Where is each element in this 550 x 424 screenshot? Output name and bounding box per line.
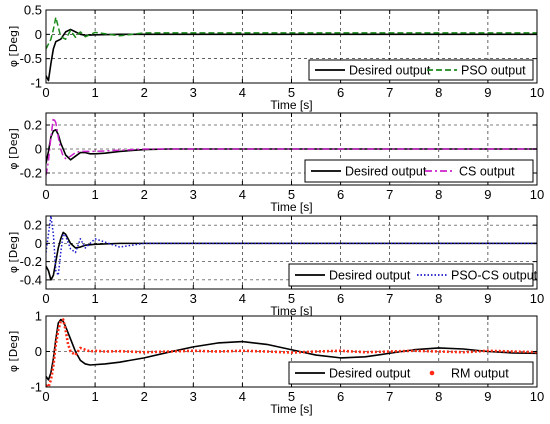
y-tick-label: -1 [30, 76, 42, 91]
x-tick-label: 2 [141, 85, 148, 100]
x-tick-label: 7 [386, 291, 393, 306]
x-axis-label: Time [s] [270, 200, 312, 214]
x-tick-label: 7 [386, 85, 393, 100]
chart-panel-3: 0 1 2 3 4 5 6 7 8 9 10 -0.4 -0.2 0 0.2 Time [s] φ [Deg] D… [7, 215, 544, 318]
y-axis-label: φ [Deg] [7, 26, 20, 68]
x-tick-label: 0 [42, 85, 49, 100]
x-tick-label: 10 [530, 291, 544, 306]
y-tick-label: 1 [35, 309, 42, 324]
series-line-2 [46, 117, 537, 176]
y-tick-label: 0.2 [24, 118, 42, 133]
x-tick-label: 6 [337, 389, 344, 404]
x-tick-label: 8 [435, 187, 442, 202]
x-tick-label: 1 [91, 389, 98, 404]
x-tick-label: 6 [337, 187, 344, 202]
legend-box [288, 361, 534, 385]
legend-label: Desired output [329, 269, 411, 283]
legend-label: Desired output [329, 367, 411, 381]
x-tick-label: 2 [141, 187, 148, 202]
x-tick-label: 10 [530, 85, 544, 100]
series-group [46, 117, 537, 176]
series-group [46, 318, 537, 387]
x-tick-label: 6 [337, 291, 344, 306]
y-tick-label: -0.2 [20, 254, 42, 269]
x-tick-label: 3 [190, 85, 197, 100]
legend: Desired output PSO-CS output [288, 263, 538, 287]
y-tick-label: 0.2 [24, 218, 42, 233]
series-group [46, 216, 537, 281]
x-tick-label: 1 [91, 291, 98, 306]
y-tick-label: 0 [35, 142, 42, 157]
y-axis-label: φ [Deg] [7, 232, 20, 274]
x-tick-label: 7 [386, 187, 393, 202]
x-tick-label: 0 [42, 291, 49, 306]
x-tick-label: 10 [530, 187, 544, 202]
x-tick-label: 5 [288, 291, 295, 306]
x-tick-label: 8 [435, 389, 442, 404]
y-tick-label: 0 [35, 344, 42, 359]
chart-panel-1: 0 1 2 3 4 5 6 7 8 9 10 -1 -0.5 0 0.5 Time [s] φ [Deg] Des… [7, 3, 544, 113]
y-tick-label: -0.2 [20, 166, 42, 181]
x-axis-label: Time [s] [270, 98, 312, 112]
x-tick-label: 1 [91, 85, 98, 100]
x-tick-label: 5 [288, 389, 295, 404]
x-tick-label: 0 [42, 389, 49, 404]
x-tick-label: 2 [141, 291, 148, 306]
x-tick-label: 2 [141, 389, 148, 404]
x-tick-label: 9 [484, 187, 491, 202]
series-line-1 [46, 28, 537, 82]
legend-box [304, 159, 534, 183]
legend-label: CS output [459, 165, 515, 179]
y-tick-label: -0.5 [20, 51, 42, 66]
x-axis-label: Time [s] [270, 402, 312, 416]
x-tick-label: 5 [288, 187, 295, 202]
x-tick-label: 3 [190, 389, 197, 404]
x-axis-label: Time [s] [270, 304, 312, 318]
x-tick-label: 4 [239, 85, 246, 100]
legend: Desired output RM output [288, 361, 534, 385]
legend-box [288, 263, 534, 287]
x-tick-label: 3 [190, 187, 197, 202]
x-tick-label: 9 [484, 291, 491, 306]
y-axis-label: φ [Deg] [7, 128, 20, 170]
series-line-2 [46, 318, 537, 387]
x-tick-label: 5 [288, 85, 295, 100]
legend: Desired output CS output [304, 159, 534, 183]
x-tick-label: 4 [239, 291, 246, 306]
y-axis-label: φ [Deg] [7, 331, 20, 373]
x-tick-label: 4 [239, 187, 246, 202]
legend-label: Desired output [349, 64, 431, 78]
legend-box [308, 59, 534, 81]
legend-label: Desired output [345, 165, 427, 179]
x-tick-label: 4 [239, 389, 246, 404]
x-tick-label: 0 [42, 187, 49, 202]
x-tick-label: 6 [337, 85, 344, 100]
x-tick-label: 9 [484, 389, 491, 404]
x-tick-label: 8 [435, 291, 442, 306]
y-tick-label: 0.5 [24, 3, 42, 18]
legend-label: PSO output [461, 64, 526, 78]
x-tick-label: 8 [435, 85, 442, 100]
x-tick-label: 7 [386, 389, 393, 404]
legend-label: PSO-CS output [451, 269, 538, 283]
x-tick-label: 1 [91, 187, 98, 202]
y-tick-label: -1 [30, 380, 42, 395]
legend: Desired output PSO output [308, 59, 534, 81]
legend-marker [429, 370, 435, 376]
x-tick-label: 9 [484, 85, 491, 100]
series-group [46, 16, 537, 82]
x-tick-label: 10 [530, 389, 544, 404]
y-tick-label: -0.4 [20, 272, 42, 287]
x-tick-label: 3 [190, 291, 197, 306]
legend-label: RM output [451, 367, 509, 381]
y-tick-label: 0 [35, 236, 42, 251]
y-tick-label: 0 [35, 27, 42, 42]
series-line-2 [46, 16, 537, 50]
